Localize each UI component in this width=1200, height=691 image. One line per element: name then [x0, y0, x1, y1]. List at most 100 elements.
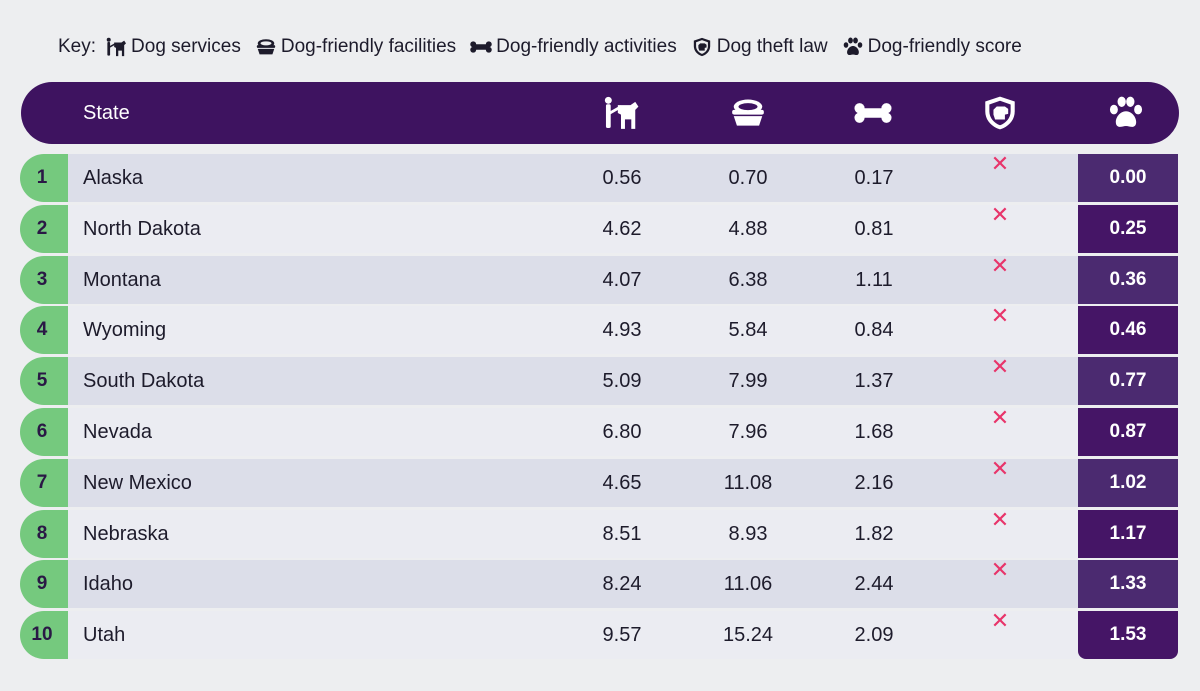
score-value: 1.53	[1109, 624, 1147, 645]
rank-badge: 2	[20, 205, 68, 253]
activities-value: 0.81	[854, 218, 894, 240]
no-theft-law-cross-icon: ✕	[990, 405, 1010, 430]
rank-badge: 10	[20, 611, 68, 659]
dog-friendly-score: 1.02	[1078, 459, 1178, 507]
dog-friendly-score: 1.33	[1078, 560, 1178, 608]
dog-services-value: 5.09	[602, 370, 642, 392]
state-name: Idaho	[83, 573, 134, 595]
row-background	[64, 357, 1118, 405]
no-theft-law-cross-icon: ✕	[990, 202, 1010, 227]
table-header: State	[21, 82, 1179, 144]
rank-badge: 8	[20, 510, 68, 558]
score-value: 0.36	[1109, 269, 1147, 290]
row-background	[64, 154, 1118, 202]
activities-value: 2.44	[854, 573, 894, 595]
rank-badge: 7	[20, 459, 68, 507]
activities-value: 1.82	[854, 523, 894, 545]
shield-dog-icon	[691, 37, 713, 57]
dog-friendly-score: 1.17	[1078, 510, 1178, 558]
dog-bowl-icon	[255, 37, 277, 57]
row-background	[64, 510, 1118, 558]
score-value: 0.77	[1109, 370, 1147, 391]
dog-bowl-icon	[729, 95, 767, 131]
row-background	[64, 459, 1118, 507]
rank-badge: 1	[20, 154, 68, 202]
dog-services-value: 4.93	[602, 319, 642, 341]
no-theft-law-cross-icon: ✕	[990, 303, 1010, 328]
state-name: Nevada	[83, 421, 152, 443]
table-row: 7 New Mexico 4.65 11.08 2.16 ✕ 1.02	[20, 456, 1178, 507]
state-name: Alaska	[83, 167, 144, 189]
facilities-value: 11.06	[723, 573, 773, 595]
row-background	[64, 205, 1118, 253]
rank-badge: 5	[20, 357, 68, 405]
dog-services-icon	[602, 95, 640, 131]
state-name: New Mexico	[83, 472, 192, 494]
score-value: 0.46	[1109, 319, 1147, 340]
table-row: 2 North Dakota 4.62 4.88 0.81 ✕ 0.25	[20, 202, 1178, 253]
no-theft-law-cross-icon: ✕	[990, 608, 1010, 633]
dog-friendly-score: 0.77	[1078, 357, 1178, 405]
row-background	[64, 611, 1118, 659]
no-theft-law-cross-icon: ✕	[990, 253, 1010, 278]
rank-number: 10	[31, 624, 53, 645]
legend-item-theft-law: Dog theft law	[691, 36, 828, 58]
rank-number: 8	[36, 523, 48, 544]
bone-icon	[854, 95, 892, 131]
rank-number: 3	[36, 269, 48, 290]
legend-item-dog-services: Dog services	[105, 36, 241, 58]
rank-number: 4	[36, 319, 48, 340]
score-value: 1.17	[1109, 523, 1147, 544]
dog-services-value: 4.62	[602, 218, 642, 240]
legend-label-theft-law: Dog theft law	[716, 36, 828, 57]
legend-label-facilities: Dog-friendly facilities	[280, 36, 457, 57]
rank-number: 1	[36, 167, 48, 188]
dog-services-value: 6.80	[602, 421, 642, 443]
facilities-value: 7.96	[728, 421, 768, 443]
no-theft-law-cross-icon: ✕	[990, 507, 1010, 532]
legend-item-score: Dog-friendly score	[842, 36, 1022, 58]
row-background	[64, 560, 1118, 608]
score-value: 0.25	[1109, 218, 1147, 239]
score-value: 1.02	[1109, 472, 1147, 493]
rank-badge: 9	[20, 560, 68, 608]
facilities-value: 7.99	[728, 370, 768, 392]
facilities-value: 15.24	[722, 624, 774, 646]
shield-dog-icon	[981, 95, 1019, 131]
row-background	[64, 408, 1118, 456]
table-row: 6 Nevada 6.80 7.96 1.68 ✕ 0.87	[20, 405, 1178, 456]
no-theft-law-cross-icon: ✕	[990, 456, 1010, 481]
state-name: Wyoming	[83, 319, 167, 341]
row-background	[64, 256, 1118, 304]
state-name: Nebraska	[83, 523, 169, 545]
activities-value: 2.16	[854, 472, 894, 494]
facilities-value: 4.88	[728, 218, 768, 240]
rank-number: 5	[36, 370, 48, 391]
facilities-value: 8.93	[728, 523, 768, 545]
score-value: 1.33	[1109, 573, 1147, 594]
bone-icon	[470, 37, 492, 57]
no-theft-law-cross-icon: ✕	[990, 557, 1010, 582]
dog-services-value: 8.24	[602, 573, 642, 595]
activities-value: 2.09	[854, 624, 894, 646]
activities-value: 0.17	[854, 167, 894, 189]
dog-friendly-score: 0.25	[1078, 205, 1178, 253]
facilities-value: 0.70	[728, 167, 768, 189]
dog-services-value: 4.07	[602, 269, 642, 291]
table-row: 4 Wyoming 4.93 5.84 0.84 ✕ 0.46	[20, 303, 1178, 354]
legend-item-activities: Dog-friendly activities	[470, 36, 677, 58]
legend-label-dog-services: Dog services	[131, 36, 241, 57]
no-theft-law-cross-icon: ✕	[990, 354, 1010, 379]
rank-badge: 3	[20, 256, 68, 304]
dog-services-value: 0.56	[602, 167, 642, 189]
rank-badge: 4	[20, 306, 68, 354]
facilities-value: 11.08	[723, 472, 773, 494]
table-row: 9 Idaho 8.24 11.06 2.44 ✕ 1.33	[20, 557, 1178, 608]
legend-item-facilities: Dog-friendly facilities	[255, 36, 456, 58]
state-name: Utah	[83, 624, 126, 646]
activities-value: 1.11	[855, 269, 893, 291]
legend-label-score: Dog-friendly score	[867, 36, 1022, 57]
state-column-header: State	[83, 102, 130, 124]
rank-number: 9	[36, 573, 48, 594]
dog-friendly-score: 0.46	[1078, 306, 1178, 354]
